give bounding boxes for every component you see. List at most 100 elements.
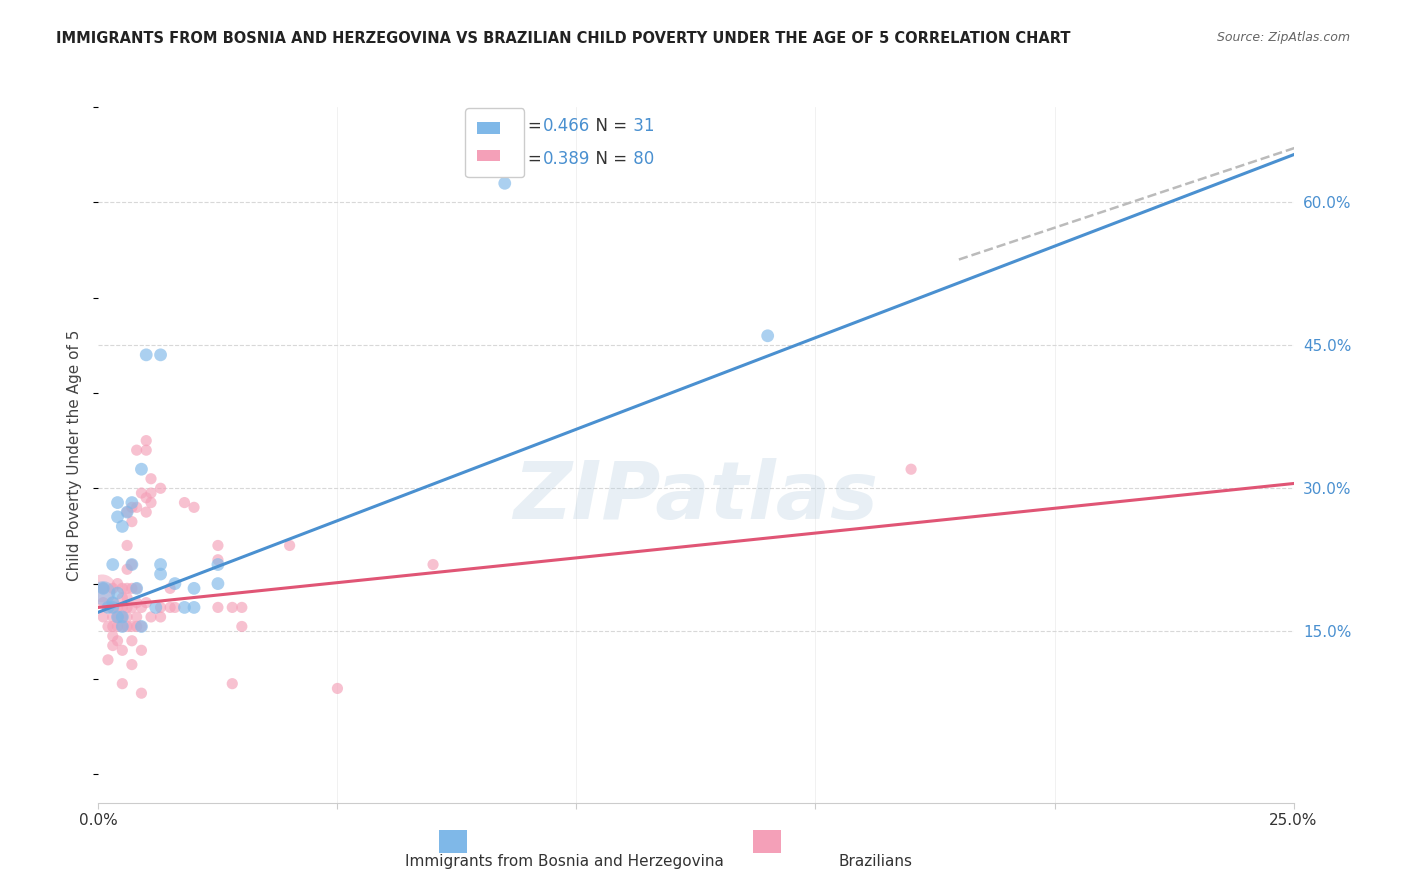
Text: IMMIGRANTS FROM BOSNIA AND HERZEGOVINA VS BRAZILIAN CHILD POVERTY UNDER THE AGE : IMMIGRANTS FROM BOSNIA AND HERZEGOVINA V… [56, 31, 1071, 46]
Point [149, 558, 172, 572]
Point [101, 600, 124, 615]
Text: 0.466: 0.466 [543, 117, 591, 136]
Point [107, 600, 129, 615]
Point [131, 619, 153, 633]
Point [97, 653, 120, 667]
Text: N =: N = [585, 150, 633, 168]
Point [111, 582, 134, 596]
Point [115, 582, 138, 596]
Point [101, 610, 124, 624]
Point [115, 591, 138, 605]
Point [149, 600, 172, 615]
Point [115, 610, 138, 624]
Point [139, 486, 162, 500]
Point [139, 610, 162, 624]
Point [135, 505, 157, 519]
Point [135, 596, 157, 610]
Point [107, 576, 129, 591]
Point [145, 600, 167, 615]
Point [131, 686, 153, 700]
Point [107, 610, 129, 624]
Point [139, 495, 162, 509]
Point [183, 600, 205, 615]
Legend:  ,  : , [465, 109, 524, 177]
Point [207, 600, 229, 615]
Point [121, 582, 143, 596]
Text: Immigrants from Bosnia and Herzegovina: Immigrants from Bosnia and Herzegovina [405, 855, 724, 870]
Point [121, 515, 143, 529]
Point [231, 600, 253, 615]
Point [115, 600, 138, 615]
Point [111, 519, 134, 533]
Text: Brazilians: Brazilians [838, 855, 912, 870]
Point [97, 600, 120, 615]
Text: N =: N = [585, 117, 633, 136]
Point [101, 596, 124, 610]
Point [135, 434, 157, 448]
Point [101, 558, 124, 572]
Point [107, 610, 129, 624]
Point [207, 553, 229, 567]
Point [135, 443, 157, 458]
Point [101, 600, 124, 615]
Text: Source: ZipAtlas.com: Source: ZipAtlas.com [1216, 31, 1350, 45]
Point [107, 586, 129, 600]
Point [91, 596, 114, 610]
Text: 80: 80 [628, 150, 654, 168]
Point [278, 539, 301, 553]
Point [173, 600, 195, 615]
Point [107, 619, 129, 633]
Point [91, 582, 114, 596]
Point [91, 610, 114, 624]
Point [121, 558, 143, 572]
Point [139, 472, 162, 486]
Point [125, 610, 148, 624]
Y-axis label: Child Poverty Under the Age of 5: Child Poverty Under the Age of 5 [67, 329, 83, 581]
Point [494, 176, 516, 190]
Point [111, 643, 134, 657]
Point [111, 591, 134, 605]
Point [97, 619, 120, 633]
Point [115, 505, 138, 519]
Text: R =: R = [510, 150, 547, 168]
Point [163, 600, 186, 615]
Point [125, 619, 148, 633]
Point [125, 582, 148, 596]
Point [121, 633, 143, 648]
Point [91, 586, 114, 600]
Point [101, 582, 124, 596]
Point [125, 582, 148, 596]
Point [107, 495, 129, 509]
Text: ZIPatlas: ZIPatlas [513, 458, 879, 536]
Point [111, 619, 134, 633]
Point [121, 500, 143, 515]
Point [121, 558, 143, 572]
Point [115, 619, 138, 633]
Point [111, 619, 134, 633]
Point [173, 495, 195, 509]
Point [149, 567, 172, 582]
Point [97, 600, 120, 615]
Point [149, 348, 172, 362]
Text: 31: 31 [628, 117, 654, 136]
Point [121, 619, 143, 633]
Point [111, 676, 134, 690]
Point [107, 633, 129, 648]
Text: R =: R = [510, 117, 547, 136]
Point [101, 629, 124, 643]
Point [163, 576, 186, 591]
Point [756, 328, 779, 343]
Point [900, 462, 922, 476]
Point [121, 495, 143, 509]
Point [131, 619, 153, 633]
Point [111, 600, 134, 615]
Point [131, 486, 153, 500]
Point [207, 576, 229, 591]
Point [422, 558, 444, 572]
Point [131, 462, 153, 476]
Point [115, 505, 138, 519]
Point [183, 500, 205, 515]
Point [207, 558, 229, 572]
Point [221, 600, 243, 615]
Text: 0.389: 0.389 [543, 150, 591, 168]
